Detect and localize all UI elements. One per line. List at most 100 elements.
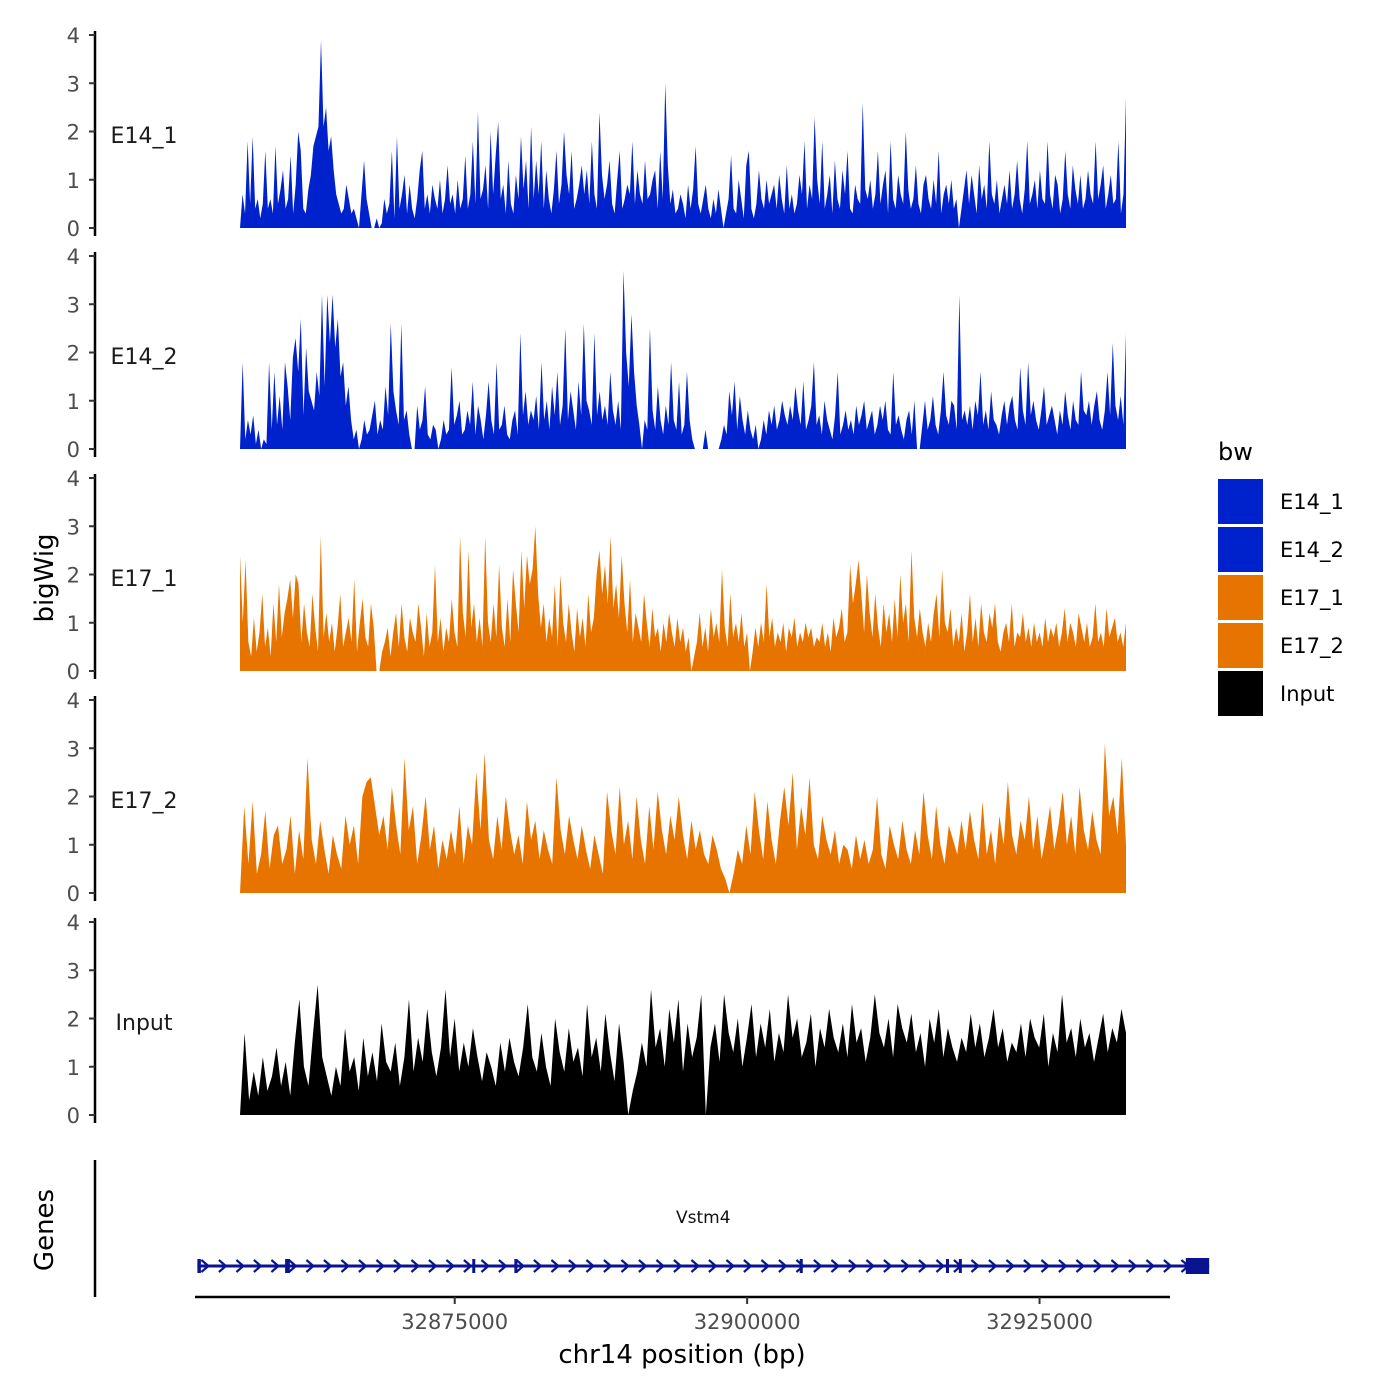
strand-arrow [795,1259,806,1273]
exon [799,1259,803,1273]
y-tick-label: 2 [67,342,80,366]
track-label: E14_2 [111,345,178,370]
y-tick-label: 4 [67,24,80,48]
strand-arrow [760,1259,771,1273]
exon [197,1259,201,1273]
strand-arrow [1075,1259,1086,1273]
signal-area-E17_2 [240,743,1126,893]
gene-Vstm4: Vstm4 [197,1208,1210,1274]
y-tick-label: 0 [67,438,80,462]
exon [514,1259,518,1273]
y-tick-label: 3 [67,515,80,539]
y-tick-label: 3 [67,72,80,96]
exon [1185,1258,1210,1274]
y-tick-label: 0 [67,217,80,241]
strand-arrow [988,1259,998,1273]
strand-arrow [1145,1259,1156,1273]
strand-arrow [428,1259,438,1273]
x-axis-title: chr14 position (bp) [558,1340,805,1370]
legend-label-E17_1: E17_1 [1280,586,1344,611]
y-tick-label: 3 [67,959,80,983]
y-tick-label: 2 [67,786,80,810]
strand-arrow [463,1259,473,1273]
track-label: E17_1 [111,567,178,592]
strand-arrow [358,1259,368,1273]
strand-arrow [253,1259,263,1273]
strand-arrow [533,1259,543,1273]
strand-arrow [498,1259,508,1273]
track-E14_1: 0 1 2 3 4 E14_1 [67,24,1126,241]
strand-arrow [218,1259,228,1273]
signal-area-E14_1 [240,39,1126,228]
strand-arrow [445,1259,456,1273]
legend-label-E14_1: E14_1 [1280,490,1344,515]
y-tick-label: 0 [67,882,80,906]
legend: bw E14_1 E14_2 E17_1 E17_2 Input [1218,438,1344,716]
y-tick-label: 1 [67,169,80,193]
strand-arrow [830,1259,841,1273]
legend-title: bw [1218,438,1253,466]
strand-arrow [200,1259,211,1273]
strand-arrow [865,1259,876,1273]
legend-swatch-E17_2 [1218,623,1263,668]
strand-arrow [323,1259,333,1273]
strand-arrow [918,1259,928,1273]
strand-arrow [1058,1259,1068,1273]
strand-arrow [375,1259,386,1273]
x-axis: 32875000 32900000 32925000 [195,1295,1170,1334]
strand-arrow [235,1259,246,1273]
strand-arrow [708,1259,718,1273]
signal-area-Input [240,984,1126,1115]
strand-arrow [883,1259,893,1273]
y-tick-label: 2 [67,121,80,145]
strand-arrow [778,1259,788,1273]
legend-label-E14_2: E14_2 [1280,538,1344,563]
legend-label-E17_2: E17_2 [1280,634,1344,659]
strand-arrow [1093,1259,1103,1273]
legend-swatch-Input [1218,671,1263,716]
signal-area-E17_1 [240,526,1126,671]
strand-arrow [743,1259,753,1273]
track-label: E14_1 [111,124,178,149]
strand-arrow [900,1259,911,1273]
exon [285,1259,290,1273]
gene-panel: Vstm4 [93,1160,1210,1297]
track-E14_2: 0 1 2 3 4 E14_2 [67,245,1126,462]
y-tick-label: 2 [67,1008,80,1032]
strand-arrow [480,1259,491,1273]
x-tick-label: 32875000 [401,1310,508,1334]
strand-arrow [1040,1259,1051,1273]
strand-arrow [673,1259,683,1273]
y-tick-label: 4 [67,689,80,713]
exon [945,1259,949,1273]
y-tick-label: 2 [67,564,80,588]
y-tick-label: 4 [67,467,80,491]
strand-arrow [393,1259,403,1273]
gene-panel-title: Genes [30,1189,60,1271]
strand-arrow [603,1259,613,1273]
strand-arrow [568,1259,578,1273]
track-E17_1: 0 1 2 3 4 E17_1 [67,467,1126,684]
signal-tracks: 0 1 2 3 4 E14_1 0 1 2 3 4 E14_2 0 1 2 3 4 E17_1 0 1 2 3 4 E17_2… [67,24,1126,1128]
strand-arrow [1005,1259,1016,1273]
strand-arrow [410,1259,421,1273]
legend-swatch-E14_2 [1218,527,1263,572]
y-tick-label: 1 [67,390,80,414]
strand-arrow [935,1259,946,1273]
y-tick-label: 4 [67,911,80,935]
track-Input: 0 1 2 3 4 Input [67,911,1126,1128]
y-tick-label: 0 [67,660,80,684]
strand-arrow [288,1259,298,1273]
track-label: E17_2 [111,789,178,814]
x-tick-label: 32925000 [986,1310,1093,1334]
strand-arrow [1110,1259,1121,1273]
strand-arrow [638,1259,648,1273]
strand-arrow [270,1259,281,1273]
legend-swatch-E14_1 [1218,479,1263,524]
exon [472,1259,476,1273]
y-tick-label: 4 [67,245,80,269]
y-tick-label: 1 [67,1056,80,1080]
strand-arrow [1163,1259,1173,1273]
